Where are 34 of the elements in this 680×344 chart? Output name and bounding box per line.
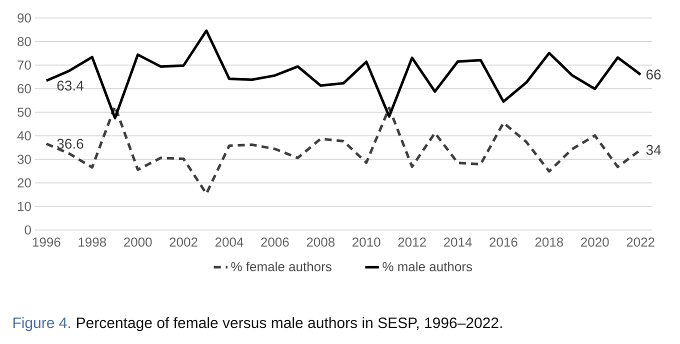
x-tick-label: 1996 [32, 238, 60, 247]
y-tick-label: 30 [18, 154, 31, 164]
line-series [45, 105, 642, 196]
x-tick-label: 2002 [170, 238, 198, 247]
data-label: 63.4 [57, 80, 84, 91]
x-tick-label: 2004 [215, 238, 244, 247]
x-tick-label: 2000 [124, 238, 152, 247]
data-label: 66 [646, 70, 661, 80]
x-tick-label: 2010 [352, 238, 380, 247]
x-tick-label: 2020 [581, 238, 609, 247]
line-series [45, 29, 642, 120]
y-tick-label: 40 [17, 131, 31, 140]
x-tick-label: 2018 [535, 238, 564, 247]
caption: Figure 4. [13, 317, 70, 332]
y-tick-label: 90 [18, 13, 31, 23]
y-tick-label: 20 [18, 178, 31, 188]
y-tick-label: 0 [24, 225, 31, 235]
x-tick-label: 2014 [444, 238, 472, 247]
x-tick-label: 2022 [626, 238, 654, 247]
y-tick-label: 80 [18, 36, 31, 46]
data-label: 34 [646, 144, 661, 155]
y-tick-label: 10 [18, 202, 31, 212]
text: Percentage of female versus male authors in SESP, 1996–2022. [77, 317, 502, 332]
legend-label: % male authors [382, 262, 472, 272]
y-tick-label: 60 [18, 84, 31, 94]
x-tick-label: 2016 [490, 238, 518, 247]
y-tick-label: 70 [18, 60, 31, 70]
data-label: 36.6 [57, 138, 84, 149]
legend-label: % female authors [231, 262, 332, 272]
x-tick-label: 1998 [78, 238, 106, 247]
x-tick-label: 2006 [261, 238, 289, 247]
y-tick-label: 50 [18, 108, 31, 117]
x-tick-label: 2008 [306, 238, 335, 247]
x-tick-label: 2012 [398, 238, 426, 247]
